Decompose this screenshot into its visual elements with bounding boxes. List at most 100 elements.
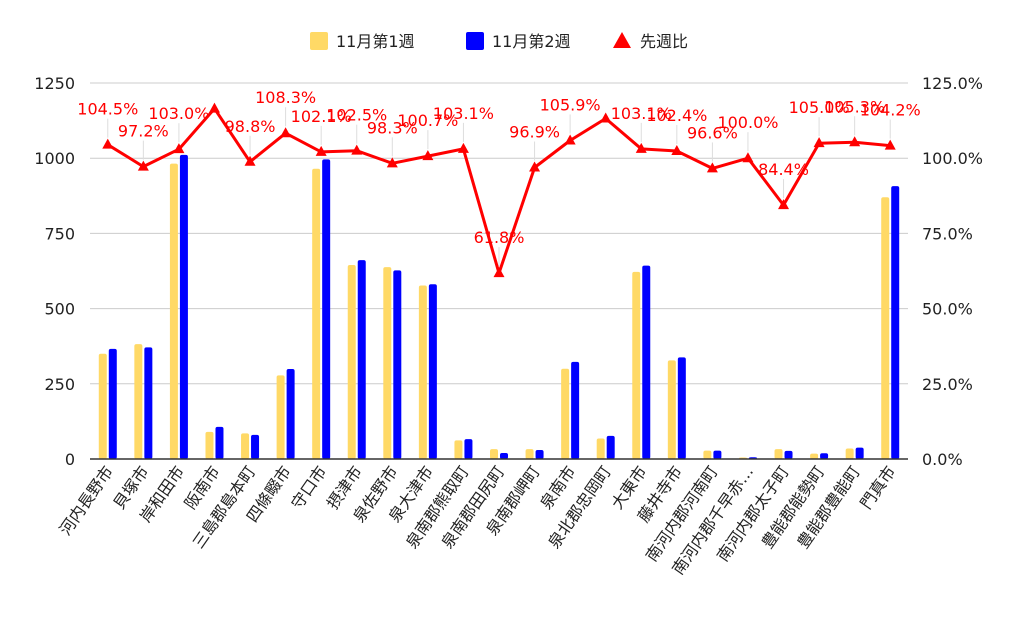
bar-week2 [677, 357, 686, 459]
bar-week2 [215, 426, 224, 459]
bar-week1 [169, 163, 178, 460]
bar-week2 [855, 447, 864, 459]
bar-week2 [500, 452, 508, 459]
bar-week1 [525, 449, 534, 459]
ratio-data-label: 104.2% [860, 101, 921, 120]
right-axis-ticks: 0.0% 25.0% 50.0% 75.0% 100.0% 125.0% [922, 74, 983, 469]
bar-week1 [276, 375, 285, 459]
bar-week2 [535, 449, 544, 459]
grid-lines [90, 82, 908, 385]
ratio-data-label: 104.5% [77, 100, 138, 119]
category-label: 守口市 [287, 462, 330, 512]
bar-week1 [347, 264, 356, 459]
ratio-marker [742, 152, 754, 163]
ratio-data-label: 97.2% [118, 122, 169, 141]
ratio-marker [244, 155, 256, 166]
ratio-marker [137, 160, 149, 171]
bar-week1 [632, 271, 641, 459]
ratio-data-label: 102.5% [326, 106, 387, 125]
bar-week2 [286, 369, 295, 459]
bar-week1 [241, 433, 250, 459]
ratio-data-label: 103.1% [611, 104, 672, 123]
bar-week2 [820, 453, 829, 459]
ratio-data-label: 98.3% [367, 118, 418, 137]
left-axis-tick-label: 750 [44, 224, 75, 243]
bar-week1 [454, 440, 463, 459]
ratio-data-label: 100.7% [397, 111, 458, 130]
ratio-marker [280, 127, 292, 138]
bar-week2 [144, 347, 153, 459]
left-axis-tick-label: 1000 [34, 149, 75, 168]
bar-week1 [134, 344, 143, 459]
right-axis-tick-label: 125.0% [922, 74, 983, 93]
ratio-data-label: 103.0% [148, 104, 209, 123]
bar-week1 [703, 450, 712, 459]
ratio-data-label: 96.9% [509, 123, 560, 142]
bar-week2 [357, 260, 366, 459]
right-axis-tick-label: 25.0% [922, 375, 973, 394]
ratio-marker [813, 137, 825, 148]
left-axis-ticks: 0 250 500 750 1000 1250 [34, 74, 75, 469]
legend: 11月第1週 11月第2週 先週比 [310, 32, 688, 51]
ratio-marker [386, 157, 398, 168]
ratio-marker [884, 139, 896, 150]
left-axis-tick-label: 250 [44, 375, 75, 394]
ratio-marker [173, 143, 185, 154]
ratio-data-label: 105.9% [540, 95, 601, 114]
ratio-data-label: 105.0% [789, 98, 850, 117]
ratio-data-label: 102.4% [646, 106, 707, 125]
ratio-marker [849, 136, 861, 147]
bar-week2 [784, 450, 793, 459]
right-axis-tick-label: 0.0% [922, 450, 963, 469]
bar-week2 [606, 435, 615, 459]
bar-week1 [810, 453, 819, 459]
ratio-marker [493, 267, 505, 278]
ratio-marker [422, 150, 434, 161]
bar-week2 [322, 159, 331, 459]
left-axis-tick-label: 0 [65, 450, 75, 469]
ratio-data-label: 100.0% [717, 113, 778, 132]
ratio-marker [671, 144, 683, 155]
bar-week1 [490, 449, 498, 459]
category-label: 門真市 [856, 462, 899, 512]
bar-week2 [179, 154, 188, 459]
ratio-data-label: 98.8% [225, 117, 276, 136]
ratio-marker [778, 199, 790, 210]
right-axis-tick-label: 75.0% [922, 224, 973, 243]
bar-week2 [713, 450, 722, 459]
category-label: 河内長野市 [56, 462, 117, 538]
legend-label-ratio: 先週比 [640, 32, 688, 51]
right-axis-tick-label: 100.0% [922, 149, 983, 168]
ratio-data-label: 96.6% [687, 123, 738, 142]
bar-week2 [251, 434, 260, 459]
ratio-marker [351, 144, 363, 155]
ratio-data-label: 103.1% [433, 104, 494, 123]
bar-week2 [108, 348, 117, 459]
bar-week1 [596, 438, 605, 459]
bar-week1 [774, 449, 783, 459]
bar-week1 [383, 267, 392, 459]
ratio-marker [102, 138, 114, 149]
ratio-marker [208, 102, 220, 113]
bar-week1 [418, 285, 427, 459]
ratio-marker [706, 162, 718, 173]
bar-week2 [428, 284, 437, 459]
legend-label-week2: 11月第2週 [492, 32, 571, 51]
ratio-data-labels: 104.5% 97.2%103.0% 98.8% 108.3%102.1%102.5%… [77, 88, 921, 267]
ratio-marker [635, 142, 647, 153]
ratio-data-label: 105.3% [824, 97, 885, 116]
legend-swatch-week1 [310, 32, 328, 50]
bar-week1 [845, 448, 854, 459]
ratio-data-label: 108.3% [255, 88, 316, 107]
ratio-data-label: 102.1% [291, 107, 352, 126]
bar-week2 [464, 439, 473, 459]
bars [98, 154, 900, 460]
right-axis-tick-label: 50.0% [922, 300, 973, 319]
bar-week1 [98, 353, 107, 459]
bar-week1 [205, 431, 214, 459]
legend-swatch-week2 [466, 32, 484, 50]
left-axis-tick-label: 500 [44, 300, 75, 319]
bar-week1 [312, 168, 321, 459]
bar-week1 [561, 368, 570, 459]
